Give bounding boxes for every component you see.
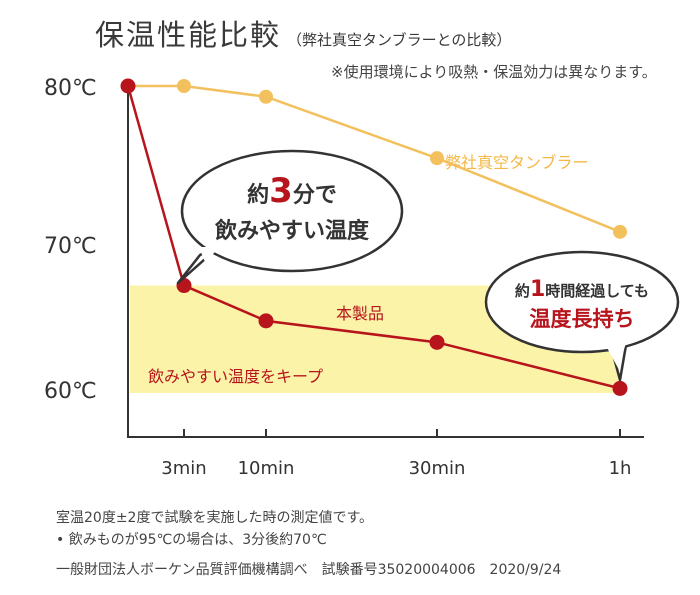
callout-right-line2: 温度長持ち xyxy=(530,307,635,331)
callout-left-line2: 飲みやすい温度 xyxy=(214,218,370,244)
footnote-2: • 飲みものが95℃の場合は、3分後約70℃ xyxy=(56,532,327,548)
callout-left-bubble xyxy=(180,149,404,273)
x-tick-label: 10min xyxy=(238,458,295,479)
x-ticks: 3min 10min 30min 1h xyxy=(161,429,631,479)
usage-note: ※使用環境により吸熱・保温効力は異なります。 xyxy=(331,63,657,81)
callout-right-bubble xyxy=(484,250,680,354)
y-tick-label-60: 60℃ xyxy=(44,379,97,404)
data-point-product xyxy=(258,313,274,329)
data-point-product xyxy=(429,334,445,350)
data-point-product xyxy=(120,78,136,94)
callout-left: 約3分で 飲みやすい温度 xyxy=(176,149,404,285)
axes xyxy=(127,82,644,438)
x-tick-label: 1h xyxy=(609,458,632,479)
title-main: 保温性能比較 xyxy=(95,18,282,52)
callout-right-line1: 約1時間経過しても xyxy=(515,277,649,302)
title-subtitle: （弊社真空タンブラーとの比較） xyxy=(287,31,512,49)
footnote-1: 室温20度±2度で試験を実施した時の測定値です。 xyxy=(56,510,374,526)
series-label-product: 本製品 xyxy=(336,304,384,323)
y-tick-label-80: 80℃ xyxy=(44,76,97,101)
series-label-competitor: 弊社真空タンブラー xyxy=(445,153,589,172)
callout-right: 約1時間経過しても 温度長持ち xyxy=(484,250,680,382)
y-tick-label-70: 70℃ xyxy=(44,234,97,259)
keep-band-label: 飲みやすい温度をキープ xyxy=(148,367,323,386)
x-tick-label: 3min xyxy=(161,458,206,479)
data-point-competitor xyxy=(430,151,444,166)
footnote-3: 一般財団法人ボーケン品質評価機構調べ 試験番号35020004006 2020/… xyxy=(56,562,562,578)
x-tick-label: 30min xyxy=(409,458,466,479)
data-point-competitor xyxy=(613,224,627,239)
callout-left-line1: 約3分で xyxy=(247,171,337,211)
series-layer xyxy=(120,78,628,396)
chart-title: 保温性能比較 （弊社真空タンブラーとの比較） xyxy=(95,12,511,54)
data-point-product xyxy=(612,380,628,396)
data-point-competitor xyxy=(177,79,191,93)
data-point-competitor xyxy=(259,89,273,104)
